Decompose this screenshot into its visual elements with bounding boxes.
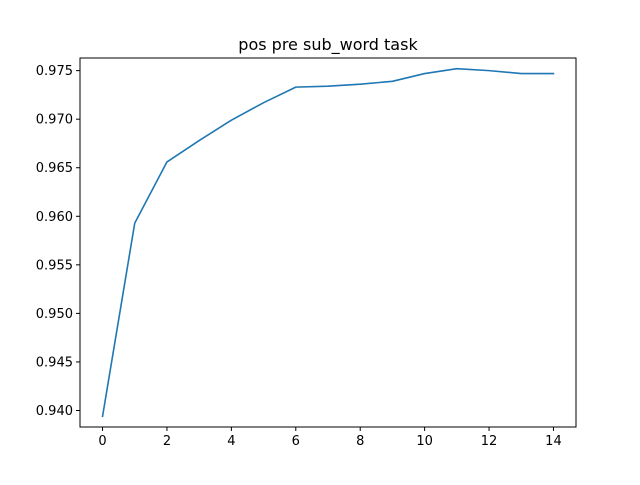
y-tick-label: 0.970 (36, 113, 73, 128)
axis-ticks: 0 2 4 6 8 10 12 14 0.940 0.945 0.950 0.955 0.960 0.96… (36, 64, 562, 449)
chart-title: pos pre sub_word task (238, 35, 418, 55)
x-tick-label: 14 (545, 434, 562, 449)
x-tick-label: 8 (356, 434, 364, 449)
x-tick-label: 2 (163, 434, 171, 449)
x-tick-label: 6 (292, 434, 300, 449)
y-tick-label: 0.975 (36, 64, 73, 79)
y-tick-label: 0.950 (36, 307, 73, 322)
x-tick-label: 10 (416, 434, 433, 449)
series-line (101, 67, 555, 418)
y-tick-label: 0.960 (36, 210, 73, 225)
series-layer (101, 67, 555, 418)
y-tick-label: 0.940 (36, 404, 73, 419)
x-tick-label: 0 (98, 434, 106, 449)
y-tick-label: 0.955 (36, 258, 73, 273)
x-tick-label: 4 (227, 434, 235, 449)
y-tick-label: 0.945 (36, 355, 73, 370)
x-tick-label: 12 (481, 434, 498, 449)
y-tick-label: 0.965 (36, 161, 73, 176)
plot-frame (79, 57, 577, 428)
